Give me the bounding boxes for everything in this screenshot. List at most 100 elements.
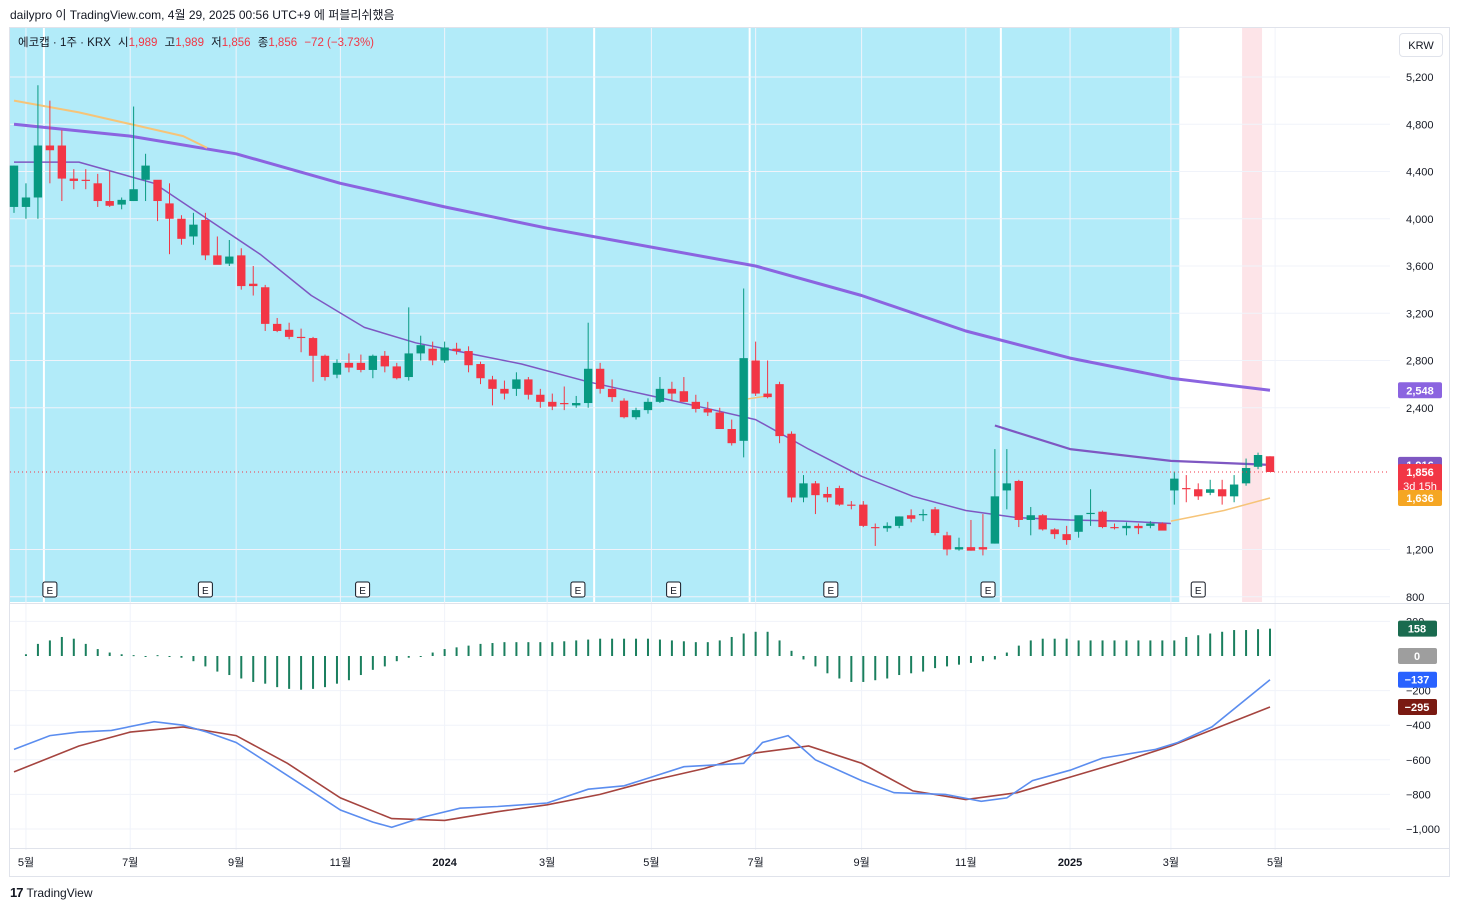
candle-body [583, 368, 593, 404]
candle-body [105, 201, 114, 206]
candle-body [1170, 478, 1179, 491]
time-axis-tick: 2024 [432, 857, 457, 869]
candle-body [261, 287, 270, 324]
macd-histogram-bar [371, 656, 374, 670]
candle-body [1062, 534, 1071, 541]
candle-body [392, 366, 401, 379]
time-axis-tick: 11월 [330, 856, 352, 869]
candle-body [237, 255, 246, 287]
macd-histogram-bar [910, 656, 913, 674]
macd-histogram-bar [766, 631, 769, 656]
macd-histogram-bar [108, 652, 111, 656]
earnings-marker [355, 581, 371, 598]
candle-body [141, 165, 150, 180]
time-axis-tick: 7월 [748, 856, 764, 869]
macd-histogram-bar [694, 642, 697, 656]
time-axis-tick: 5월 [18, 856, 34, 869]
earnings-marker [666, 581, 682, 598]
moving-average-line [13, 122, 1271, 392]
candle-body [452, 348, 461, 352]
candle-body [344, 362, 354, 368]
macd-histogram-bar [503, 642, 506, 656]
macd-histogram-bar [957, 656, 960, 665]
macd-histogram-bar [1089, 640, 1092, 656]
open-label: 시 [118, 37, 129, 49]
earnings-marker [197, 581, 213, 598]
macd-histogram-bar [132, 655, 135, 657]
candle-body [703, 408, 712, 413]
candle-body [165, 203, 174, 219]
macd-histogram-bar [455, 647, 458, 656]
macd-histogram-bar [623, 638, 626, 656]
macd-histogram-bar [1269, 628, 1271, 656]
macd-histogram-bar [850, 656, 853, 682]
candle-body [954, 547, 964, 550]
candle-body [990, 496, 1000, 544]
macd-histogram-bar [611, 638, 614, 656]
macd-histogram-bar [252, 656, 255, 682]
macd-histogram-bar [646, 638, 649, 656]
macd-histogram-bar [24, 654, 27, 656]
macd-label-text: −295 [1405, 702, 1430, 714]
macd-histogram-bar [84, 643, 87, 656]
candle-body [69, 178, 78, 181]
candle-body [595, 368, 605, 389]
open-value: 1,989 [128, 37, 158, 49]
high-label: 고 [164, 37, 176, 49]
candle-body [213, 255, 222, 265]
candle-body [1086, 512, 1095, 515]
candle-body [177, 218, 186, 239]
macd-label-badge [1398, 620, 1437, 637]
price-axis-tick: 2,400 [1406, 403, 1434, 415]
session-band [750, 28, 1000, 602]
macd-histogram-bar [1017, 645, 1020, 656]
macd-histogram-bar [144, 656, 147, 657]
candle-body [332, 362, 342, 375]
macd-histogram-bar [72, 638, 75, 656]
candle-body [464, 351, 473, 366]
candle-body [404, 353, 413, 378]
macd-histogram-bar [1125, 640, 1128, 656]
macd-histogram-bar [563, 641, 566, 656]
candle-body [129, 189, 138, 202]
macd-histogram-bar [898, 656, 901, 676]
signal-line [13, 706, 1271, 822]
candle-body [1038, 515, 1047, 530]
macd-histogram-bar [1185, 636, 1188, 656]
macd-histogram-bar [347, 656, 350, 681]
candle-body [249, 283, 258, 287]
candle-body [739, 358, 748, 441]
macd-histogram-bar [718, 640, 721, 656]
macd-histogram-bar [1137, 640, 1140, 656]
currency-button[interactable]: KRW [1399, 33, 1443, 57]
candle-body [440, 347, 449, 361]
candle-body [667, 388, 677, 394]
candle-body [272, 323, 282, 331]
macd-label-badge [1398, 671, 1437, 688]
symbol-name[interactable]: 에코캡 · 1주 · KRX [18, 37, 111, 49]
macd-histogram-bar [1197, 635, 1200, 656]
candle-body [1002, 483, 1012, 491]
candle-body [536, 394, 545, 402]
candle-body [428, 348, 437, 361]
candle-body [859, 504, 868, 526]
candle-body [918, 514, 928, 516]
candle-body [1194, 489, 1203, 497]
macd-histogram-bar [324, 656, 327, 688]
candle-body [1110, 527, 1119, 529]
macd-histogram-bar [1245, 630, 1248, 656]
macd-histogram-bar [946, 656, 949, 667]
price-label-badge [1398, 464, 1442, 495]
candle-body [631, 410, 641, 418]
macd-histogram-bar [60, 636, 63, 656]
price-label-badge [1398, 489, 1442, 506]
macd-histogram-bar [1257, 629, 1260, 656]
candle-body [320, 355, 330, 378]
candle-body [1182, 488, 1191, 490]
macd-histogram-bar [670, 640, 673, 656]
candle-body [1241, 467, 1251, 484]
macd-histogram-bar [802, 656, 805, 660]
candle-body [1098, 511, 1107, 528]
macd-histogram-bar [515, 642, 518, 656]
